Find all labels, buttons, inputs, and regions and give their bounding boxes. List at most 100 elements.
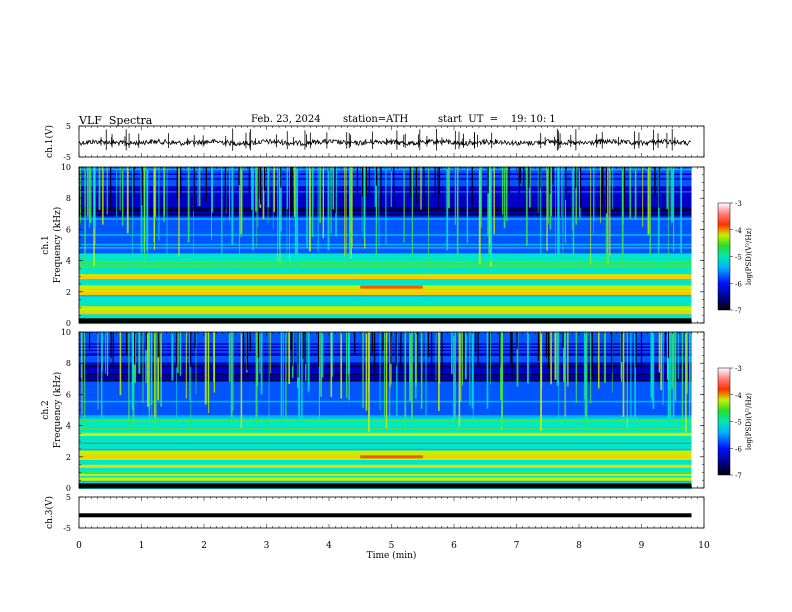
spectrogram-streak bbox=[526, 332, 529, 384]
spectrogram-streak bbox=[590, 332, 592, 404]
spectrogram-band bbox=[79, 314, 692, 317]
spectrogram-streak bbox=[578, 167, 581, 218]
spectrogram-band bbox=[79, 263, 692, 265]
spectrogram-band bbox=[79, 250, 692, 253]
spectrogram-streak bbox=[561, 167, 563, 218]
spectrogram-streak bbox=[306, 167, 308, 249]
spectrogram-band bbox=[79, 389, 692, 392]
spectrogram-streak bbox=[599, 167, 601, 224]
spectrogram-streak bbox=[307, 332, 310, 392]
spectrogram-streak bbox=[420, 167, 422, 210]
spectrogram-band bbox=[79, 376, 692, 379]
spectrogram-dark-streak bbox=[518, 167, 520, 195]
spectrogram-event-line bbox=[360, 455, 423, 459]
spectrogram-band bbox=[79, 192, 692, 195]
spectrogram-dark-streak bbox=[471, 167, 473, 205]
spectrogram-dark-streak bbox=[361, 167, 364, 197]
spectrogram-band bbox=[79, 288, 692, 291]
y-axis-label-2: Frequency (kHz) bbox=[52, 372, 63, 449]
spectrogram-streak bbox=[190, 332, 192, 434]
colorbar-label: log(PSD)(V²/Hz) bbox=[745, 393, 753, 450]
spectrogram-dark-streak bbox=[635, 332, 637, 368]
spectrogram-streak bbox=[229, 167, 231, 221]
spectrogram-dark-streak bbox=[291, 167, 293, 212]
spectrogram-band bbox=[79, 364, 692, 366]
y-axis-label-2: Frequency (kHz) bbox=[52, 207, 63, 284]
spectrogram-streak bbox=[121, 167, 124, 226]
spectrogram-streak bbox=[489, 167, 490, 246]
panel-frame bbox=[78, 496, 705, 529]
colorbar-tick-label: -4 bbox=[735, 392, 742, 400]
spectrogram-streak bbox=[446, 167, 449, 251]
spectrogram-band bbox=[79, 221, 692, 224]
spectrogram-streak bbox=[526, 167, 528, 247]
spectrogram-streak bbox=[89, 167, 92, 224]
waveform-panel-3 bbox=[79, 513, 692, 518]
spectrogram-streak bbox=[493, 167, 495, 234]
spectrogram-band bbox=[79, 168, 692, 171]
spectrogram-dark-streak bbox=[180, 167, 182, 198]
spectrogram-streak bbox=[132, 167, 134, 265]
spectrogram-dark-streak bbox=[297, 332, 299, 378]
spectrogram-bright-line bbox=[79, 473, 692, 476]
spectrogram-band bbox=[79, 450, 692, 453]
spectrogram-event-line bbox=[360, 285, 423, 289]
spectrogram-streak bbox=[584, 332, 587, 428]
y-tick-label: 4 bbox=[66, 422, 71, 431]
spectrogram-streak bbox=[383, 332, 385, 419]
colorbar bbox=[717, 367, 731, 476]
spectrogram-streak bbox=[102, 167, 104, 225]
spectrogram-streak bbox=[584, 332, 586, 400]
spectrogram-streak bbox=[211, 167, 213, 213]
spectrogram-streak bbox=[283, 332, 285, 415]
spectrogram-band bbox=[79, 202, 692, 205]
spectrogram-streak bbox=[144, 167, 146, 243]
spectrogram-dark-streak bbox=[126, 332, 128, 355]
spectrogram-dark-streak bbox=[290, 332, 292, 350]
spectrogram-streak bbox=[189, 332, 191, 401]
y-axis-label: ch.2 bbox=[41, 400, 51, 419]
colorbar-label: log(PSD)(V²/Hz) bbox=[745, 228, 753, 285]
spectrogram-dark-streak bbox=[463, 332, 465, 372]
spectrogram-band bbox=[79, 413, 692, 416]
spectrogram-streak bbox=[558, 167, 560, 259]
spectrogram-streak bbox=[621, 167, 624, 261]
spectrogram-streak bbox=[686, 332, 688, 394]
spectrogram-band bbox=[79, 468, 692, 470]
spectrogram-dark-streak bbox=[176, 167, 178, 199]
spectrogram-band bbox=[79, 396, 692, 398]
spectrogram-dark-streak bbox=[317, 332, 320, 367]
spectrogram-streak bbox=[98, 167, 101, 211]
spectrogram-streak bbox=[132, 332, 135, 427]
spectrogram-band bbox=[79, 375, 692, 378]
spectrogram-streak bbox=[228, 332, 231, 382]
colorbar-tick-label: -4 bbox=[735, 227, 742, 235]
spectrogram-band bbox=[79, 420, 692, 422]
spectrogram-streak bbox=[550, 167, 553, 217]
spectrogram-dark-streak bbox=[510, 332, 512, 364]
spectrogram-dark-streak bbox=[259, 167, 262, 205]
spectrogram-streak bbox=[285, 332, 287, 419]
spectrogram-streak bbox=[540, 167, 542, 257]
spectrogram-band bbox=[79, 336, 692, 339]
colorbar bbox=[717, 202, 731, 311]
spectrogram-streak bbox=[550, 332, 552, 385]
spectrogram-band bbox=[79, 412, 692, 414]
spectrogram-band bbox=[79, 301, 692, 304]
spectrogram-streak bbox=[131, 332, 134, 410]
spectrogram-band bbox=[79, 440, 692, 443]
spectrogram-dark-streak bbox=[417, 332, 419, 377]
spectrogram-streak bbox=[439, 332, 441, 384]
spectrogram-band bbox=[79, 442, 692, 445]
spectrogram-streak bbox=[593, 167, 594, 236]
spectrogram-band bbox=[79, 186, 692, 189]
spectrogram-band bbox=[79, 424, 692, 427]
spectrogram-band bbox=[79, 463, 692, 466]
spectrogram-streak bbox=[555, 167, 556, 260]
spectrogram-streak bbox=[428, 167, 429, 268]
spectrogram-streak bbox=[106, 332, 109, 376]
spectrogram-dark-streak bbox=[356, 167, 359, 198]
spectrogram-streak bbox=[556, 332, 559, 386]
spectrogram-dark-streak bbox=[224, 167, 227, 210]
spectrogram-streak bbox=[480, 167, 482, 228]
